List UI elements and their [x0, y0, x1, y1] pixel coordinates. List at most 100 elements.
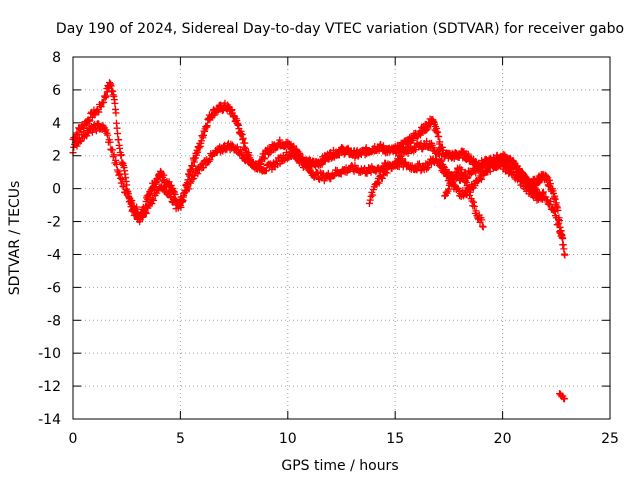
axis-ticks: -14 -12 -10 -8 -6 -4 -2 0 2 4 6 8 0 5 10 15 20 25: [38, 50, 619, 447]
data-point: [445, 185, 453, 193]
y-tick-label: 2: [52, 149, 61, 165]
data-point: [112, 109, 120, 117]
data-point: [237, 150, 245, 158]
data-point: [365, 199, 373, 207]
data-point: [362, 144, 370, 152]
x-tick-label: 10: [279, 431, 297, 447]
data-point: [554, 221, 562, 229]
data-point: [531, 184, 539, 192]
data-point: [128, 197, 136, 205]
data-point: [450, 174, 458, 182]
data-point: [478, 216, 486, 224]
data-point: [179, 197, 187, 205]
data-point: [555, 219, 563, 227]
data-point: [460, 172, 468, 180]
data-point: [117, 174, 125, 182]
plot-frame: [72, 56, 611, 420]
data-point: [112, 161, 120, 169]
data-point: [125, 192, 133, 200]
data-point: [556, 228, 564, 236]
data-point: [477, 175, 485, 183]
data-point: [539, 189, 547, 197]
data-point: [100, 98, 108, 106]
data-point: [559, 241, 567, 249]
data-point: [114, 130, 122, 138]
data-point: [228, 141, 236, 149]
series-track-d: [441, 164, 487, 231]
data-point: [470, 198, 478, 206]
data-point: [154, 177, 162, 185]
data-point: [472, 207, 480, 215]
data-point: [423, 165, 431, 173]
data-point: [248, 158, 256, 166]
data-point: [304, 162, 312, 170]
data-point: [539, 188, 547, 196]
data-point: [116, 170, 124, 178]
x-axis-label: GPS time / hours: [281, 458, 398, 474]
data-point: [435, 150, 443, 158]
data-point: [291, 150, 299, 158]
data-point: [122, 186, 130, 194]
data-point: [162, 182, 170, 190]
data-point: [424, 164, 432, 172]
data-point: [86, 117, 94, 125]
x-tick-label: 0: [69, 431, 78, 447]
data-point: [94, 120, 102, 128]
data-point: [560, 395, 568, 403]
x-tick-label: 20: [494, 431, 512, 447]
data-point: [373, 178, 381, 186]
data-point: [108, 146, 116, 154]
y-tick-label: 0: [52, 182, 61, 198]
data-point: [84, 116, 92, 124]
data-point: [366, 196, 374, 204]
data-point: [153, 189, 161, 197]
y-tick-label: 6: [52, 83, 61, 99]
data-point: [486, 167, 494, 175]
data-point: [276, 136, 284, 144]
data-point: [255, 159, 263, 167]
data-point: [506, 156, 514, 164]
data-point: [462, 177, 470, 185]
data-point: [150, 197, 158, 205]
data-point: [97, 103, 105, 111]
data-point: [351, 161, 359, 169]
y-tick-label: 8: [52, 50, 61, 66]
data-point: [561, 251, 569, 259]
data-point: [437, 157, 445, 165]
data-point: [552, 214, 560, 222]
data-points: [69, 79, 569, 403]
data-point: [73, 142, 81, 150]
data-point: [545, 176, 553, 184]
data-point: [172, 205, 180, 213]
data-point: [149, 195, 157, 203]
data-point: [430, 144, 438, 152]
data-point: [466, 188, 474, 196]
data-point: [527, 182, 535, 190]
data-point: [141, 208, 149, 216]
data-point: [547, 197, 555, 205]
data-point: [538, 194, 546, 202]
data-point: [435, 133, 443, 141]
data-point: [261, 155, 269, 163]
chart-title: Day 190 of 2024, Sidereal Day-to-day VTE…: [56, 21, 624, 37]
data-point: [521, 172, 529, 180]
data-point: [543, 196, 551, 204]
data-point: [436, 151, 444, 159]
data-point: [470, 202, 478, 210]
x-tick-label: 25: [601, 431, 619, 447]
data-point: [316, 169, 324, 177]
data-point: [117, 151, 125, 159]
data-point: [123, 189, 131, 197]
data-point: [398, 155, 406, 163]
data-point: [206, 155, 214, 163]
data-point: [436, 138, 444, 146]
series-track-b: [69, 120, 567, 249]
data-point: [102, 126, 110, 134]
data-point: [160, 171, 168, 179]
data-point: [478, 222, 486, 230]
data-point: [558, 232, 566, 240]
data-point: [179, 193, 187, 201]
data-point: [185, 185, 193, 193]
data-point: [365, 164, 373, 172]
